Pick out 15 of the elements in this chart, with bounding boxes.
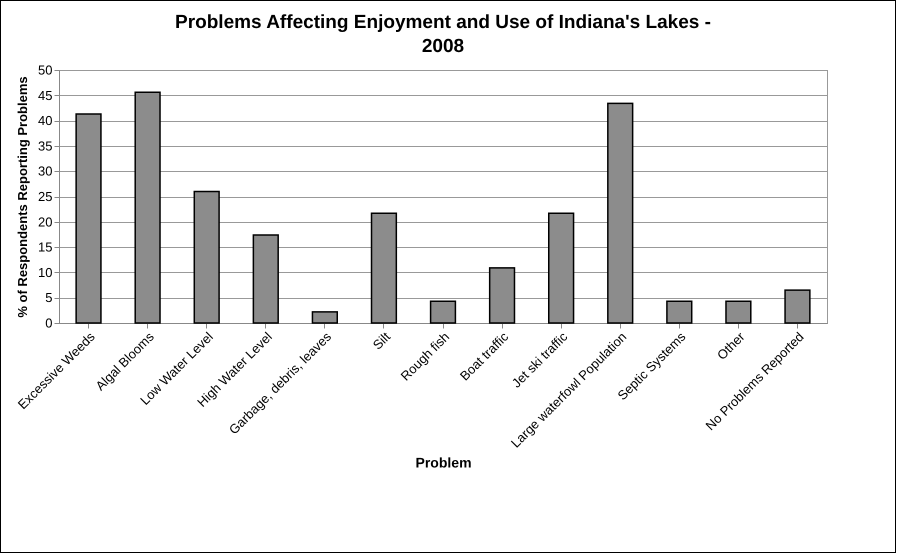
y-tick-label: 50 [38,62,52,78]
y-tick-label: 5 [45,290,52,306]
y-tick-label: 10 [38,264,52,280]
y-axis-title: % of Respondents Reporting Problems [15,76,30,318]
y-tick-label: 25 [38,189,52,204]
y-tick-label: 40 [38,113,52,128]
y-tick-label: 20 [38,214,52,230]
chart-title: Problems Affecting Enjoyment and Use of Indiana's Lakes - 2008 [175,12,711,57]
y-tick-label: 35 [38,138,52,154]
y-tick-label: 45 [38,88,52,103]
x-tick-label: Silt [370,328,394,352]
x-axis-title: Problem [415,454,472,471]
y-tick-label: 0 [45,316,52,330]
y-tick-label: 15 [38,240,52,255]
y-tick-label: 30 [38,164,52,179]
